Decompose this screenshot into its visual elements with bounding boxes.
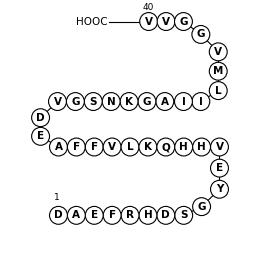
Circle shape xyxy=(32,109,49,127)
Text: Q: Q xyxy=(161,142,170,152)
Text: E: E xyxy=(216,163,223,173)
Text: L: L xyxy=(127,142,133,152)
Circle shape xyxy=(174,13,193,30)
Text: G: G xyxy=(71,97,80,106)
Circle shape xyxy=(157,138,175,156)
Text: S: S xyxy=(90,97,97,106)
Text: HOOC: HOOC xyxy=(76,17,108,26)
Text: V: V xyxy=(215,142,224,152)
Text: K: K xyxy=(144,142,152,152)
Circle shape xyxy=(209,62,227,80)
Text: D: D xyxy=(161,210,170,220)
Circle shape xyxy=(139,207,157,224)
Circle shape xyxy=(103,138,121,156)
Text: V: V xyxy=(53,97,62,106)
Circle shape xyxy=(211,159,228,177)
Circle shape xyxy=(85,138,103,156)
Circle shape xyxy=(157,207,175,224)
Circle shape xyxy=(121,138,139,156)
Text: G: G xyxy=(179,17,188,26)
Text: G: G xyxy=(143,97,151,106)
Circle shape xyxy=(49,207,68,224)
Circle shape xyxy=(121,207,139,224)
Text: H: H xyxy=(179,142,188,152)
Circle shape xyxy=(192,93,210,110)
Text: 40: 40 xyxy=(143,3,154,12)
Text: I: I xyxy=(181,97,185,106)
Circle shape xyxy=(140,13,158,30)
Circle shape xyxy=(103,207,121,224)
Text: V: V xyxy=(108,142,116,152)
Circle shape xyxy=(102,93,120,110)
Text: A: A xyxy=(161,97,169,106)
Text: F: F xyxy=(73,142,80,152)
Text: N: N xyxy=(107,97,116,106)
Text: D: D xyxy=(54,210,63,220)
Circle shape xyxy=(138,93,156,110)
Circle shape xyxy=(157,13,175,30)
Text: Y: Y xyxy=(216,184,223,194)
Text: E: E xyxy=(37,131,44,141)
Text: V: V xyxy=(162,17,170,26)
Circle shape xyxy=(174,93,193,110)
Circle shape xyxy=(66,93,84,110)
Circle shape xyxy=(49,93,66,110)
Circle shape xyxy=(192,25,210,43)
Text: A: A xyxy=(55,142,62,152)
Text: L: L xyxy=(215,86,222,96)
Circle shape xyxy=(209,43,227,61)
Text: D: D xyxy=(36,113,45,123)
Circle shape xyxy=(49,138,68,156)
Circle shape xyxy=(193,198,211,216)
Text: M: M xyxy=(213,66,224,76)
Text: F: F xyxy=(91,142,98,152)
Text: H: H xyxy=(144,210,152,220)
Text: R: R xyxy=(126,210,134,220)
Circle shape xyxy=(139,138,157,156)
Text: F: F xyxy=(109,210,116,220)
Circle shape xyxy=(85,207,103,224)
Circle shape xyxy=(211,180,228,198)
Text: V: V xyxy=(214,47,222,57)
Text: G: G xyxy=(197,202,206,212)
Text: V: V xyxy=(145,17,153,26)
Text: A: A xyxy=(72,210,80,220)
Circle shape xyxy=(156,93,174,110)
Text: S: S xyxy=(180,210,187,220)
Circle shape xyxy=(68,207,85,224)
Circle shape xyxy=(84,93,102,110)
Circle shape xyxy=(209,82,227,100)
Text: E: E xyxy=(91,210,98,220)
Text: G: G xyxy=(197,29,205,39)
Circle shape xyxy=(193,138,211,156)
Circle shape xyxy=(175,138,193,156)
Text: H: H xyxy=(197,142,206,152)
Circle shape xyxy=(120,93,138,110)
Circle shape xyxy=(32,127,49,145)
Circle shape xyxy=(68,138,85,156)
Circle shape xyxy=(175,207,193,224)
Circle shape xyxy=(211,138,228,156)
Text: 1: 1 xyxy=(54,193,60,202)
Text: K: K xyxy=(125,97,133,106)
Text: I: I xyxy=(199,97,203,106)
